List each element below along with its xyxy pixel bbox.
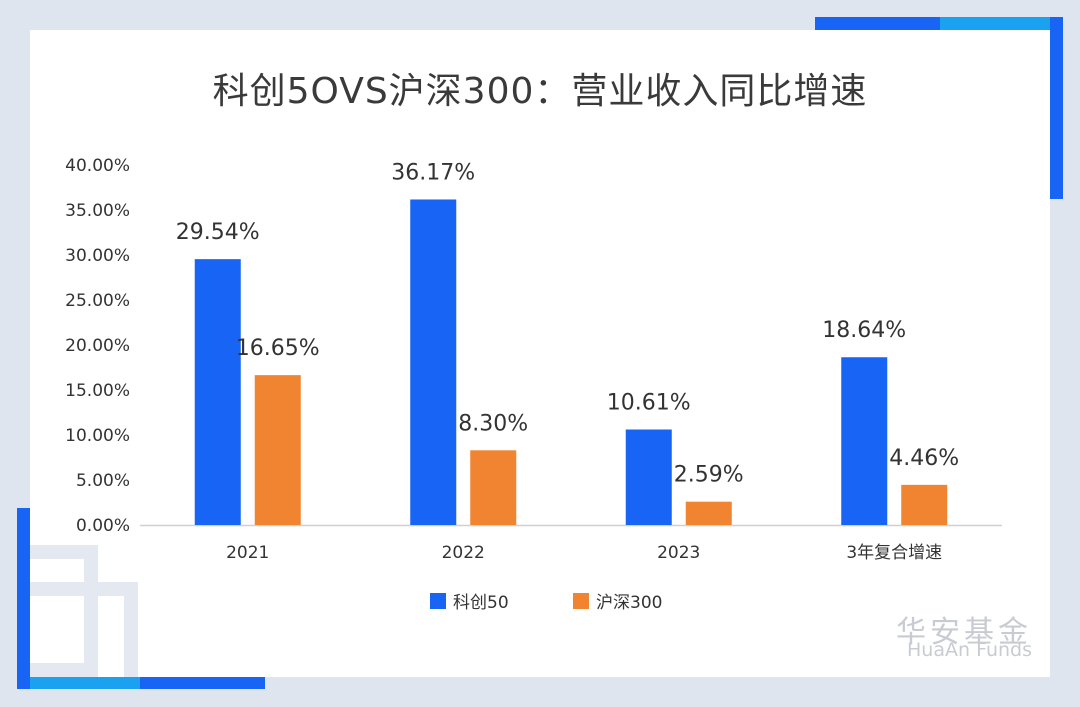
bar-series1: [410, 199, 457, 525]
y-tick-label: 25.00%: [65, 291, 130, 311]
data-label: 10.61%: [607, 391, 691, 416]
bar-series1: [841, 357, 888, 525]
brand-name-en: HuaAn Funds: [907, 639, 1032, 661]
legend-label: 沪深300: [596, 593, 662, 613]
bar-series1: [194, 259, 241, 525]
x-category-label: 2021: [226, 543, 269, 563]
x-category-label: 2023: [657, 543, 700, 563]
frame-bottom-left-bar-light: [30, 677, 140, 689]
frame-top-right-bar-light: [940, 17, 1050, 30]
bar-series2: [685, 501, 732, 525]
y-tick-label: 40.00%: [65, 156, 130, 176]
y-tick-label: 5.00%: [76, 471, 130, 491]
data-label: 4.46%: [889, 446, 959, 471]
y-tick-label: 20.00%: [65, 336, 130, 356]
y-tick-label: 0.00%: [76, 516, 130, 536]
data-label: 16.65%: [236, 336, 320, 361]
y-tick-label: 35.00%: [65, 201, 130, 221]
bar-series1: [625, 429, 672, 525]
deco-square-inner: [30, 582, 138, 677]
brand-name-cn: 华安基金: [896, 615, 1032, 650]
legend-label: 科创50: [453, 593, 509, 613]
y-tick-label: 10.00%: [65, 426, 130, 446]
y-tick-label: 30.00%: [65, 246, 130, 266]
bar-series2: [254, 375, 301, 525]
legend-swatch: [430, 593, 446, 609]
data-label: 36.17%: [391, 160, 475, 185]
x-category-label: 3年复合增速: [846, 543, 942, 563]
data-label: 18.64%: [822, 318, 906, 343]
frame-left-vertical-bar: [17, 508, 30, 689]
bar-series2: [470, 450, 517, 525]
bar-series2: [901, 484, 948, 525]
chart-title: 科创5OVS沪深300：营业收入同比增速: [212, 71, 868, 112]
data-label: 2.59%: [674, 463, 744, 488]
deco-square-outer: [30, 545, 98, 677]
frame-right-vertical-bar: [1050, 17, 1063, 199]
data-label: 29.54%: [176, 220, 260, 245]
data-label: 8.30%: [458, 411, 528, 436]
legend-swatch: [573, 593, 589, 609]
x-category-label: 2022: [442, 543, 485, 563]
y-tick-label: 15.00%: [65, 381, 130, 401]
